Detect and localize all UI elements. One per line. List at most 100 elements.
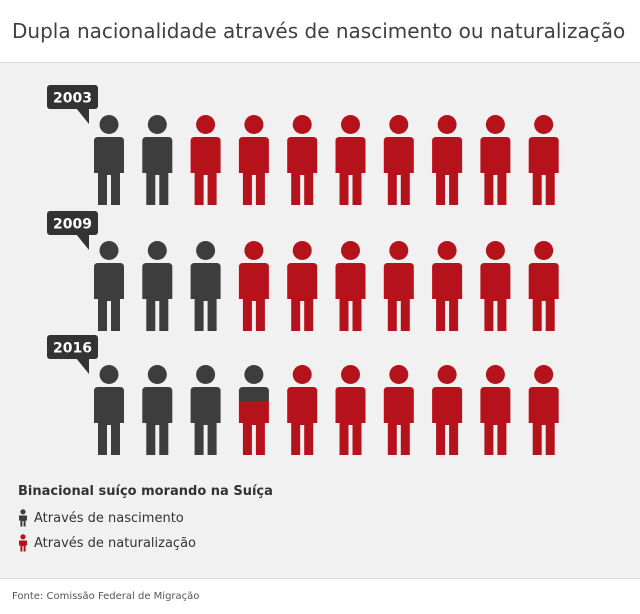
person-body [383, 137, 414, 205]
person-head [437, 365, 457, 384]
person-icon [287, 365, 318, 455]
person-icon [528, 241, 559, 331]
person-body [238, 263, 269, 331]
person-body [432, 137, 463, 205]
person-head [485, 365, 505, 384]
person-head [147, 365, 167, 384]
person-body [142, 263, 173, 331]
person-icon [287, 115, 318, 205]
person-icon [190, 365, 221, 455]
person-head [534, 115, 554, 134]
legend-label-naturalization: Através de naturalização [34, 535, 196, 551]
person-head [389, 115, 409, 134]
callout-pointer [76, 234, 89, 250]
person-icon [480, 365, 511, 455]
person-icon [383, 115, 414, 205]
person-head [534, 241, 554, 260]
person-body [94, 387, 124, 455]
person-body [528, 137, 559, 205]
person-body [335, 137, 366, 205]
person-head [341, 115, 360, 134]
person-head [292, 365, 312, 384]
person-head [389, 365, 409, 384]
person-icon [19, 509, 27, 527]
person-head [99, 115, 119, 134]
person-body [432, 387, 463, 455]
person-icon [142, 115, 173, 205]
person-icon [238, 241, 269, 331]
person-body [142, 137, 173, 205]
person-icon [383, 365, 414, 455]
person-icon [142, 241, 173, 331]
callout-pointer [76, 108, 89, 124]
person-body [287, 137, 318, 205]
person-body [238, 387, 269, 401]
person-icon [190, 241, 221, 331]
year-label: 2016 [53, 341, 92, 357]
person-head [244, 115, 264, 134]
person-body [335, 387, 366, 455]
person-body [94, 263, 124, 331]
person-icon [335, 365, 366, 455]
person-head [534, 365, 554, 384]
callout-box [47, 211, 98, 235]
person-head [341, 365, 360, 384]
person-body [287, 387, 318, 455]
person-icon [190, 115, 221, 205]
person-head [99, 241, 119, 260]
person-head [389, 241, 409, 260]
year-callout: 2009 [47, 211, 98, 250]
legend-title: Binacional suíço morando na Suíça [18, 484, 273, 499]
person-body [238, 137, 269, 205]
callout-box [47, 335, 98, 359]
person-icon [238, 115, 269, 205]
source-note: Fonte: Comissão Federal de Migração [12, 591, 200, 602]
person-icon [19, 534, 27, 552]
person-icon [383, 241, 414, 331]
person-icon [432, 365, 463, 455]
person-body [383, 263, 414, 331]
pictogram-chart: 2003 2009 2016 [47, 85, 559, 455]
person-body [287, 263, 318, 331]
person-body [190, 137, 221, 205]
person-body [190, 387, 221, 455]
person-icon [94, 365, 124, 455]
person-head [147, 241, 167, 260]
person-body [142, 387, 173, 455]
person-head [437, 241, 457, 260]
person-head [292, 115, 312, 134]
person-icon [335, 115, 366, 205]
person-head [196, 115, 216, 134]
person-head [485, 241, 505, 260]
person-icon [528, 115, 559, 205]
person-body [335, 263, 366, 331]
person-body [238, 401, 269, 455]
person-body [94, 137, 124, 205]
person-body [432, 263, 463, 331]
footer: Fonte: Comissão Federal de Migração [0, 578, 640, 614]
person-icon [335, 241, 366, 331]
person-head [485, 115, 505, 134]
person-head [341, 241, 360, 260]
person-icon [287, 241, 318, 331]
person-body [383, 387, 414, 455]
person-icon [142, 365, 173, 455]
person-icon [94, 241, 124, 331]
person-body [480, 263, 511, 331]
person-icon [528, 365, 559, 455]
year-callout: 2016 [47, 335, 98, 374]
person-head [437, 115, 457, 134]
year-label: 2003 [53, 91, 92, 107]
person-body [480, 387, 511, 455]
person-icon [94, 115, 124, 205]
person-body [190, 263, 221, 331]
chart-panel: 2003 2009 2016 Binacional suíço morando na… [0, 63, 640, 578]
person-icon [480, 115, 511, 205]
person-head [196, 365, 216, 384]
person-head [292, 241, 312, 260]
person-icon [238, 365, 269, 455]
person-icon [432, 241, 463, 331]
person-icon [432, 115, 463, 205]
person-head [147, 115, 167, 134]
person-head [244, 365, 264, 384]
